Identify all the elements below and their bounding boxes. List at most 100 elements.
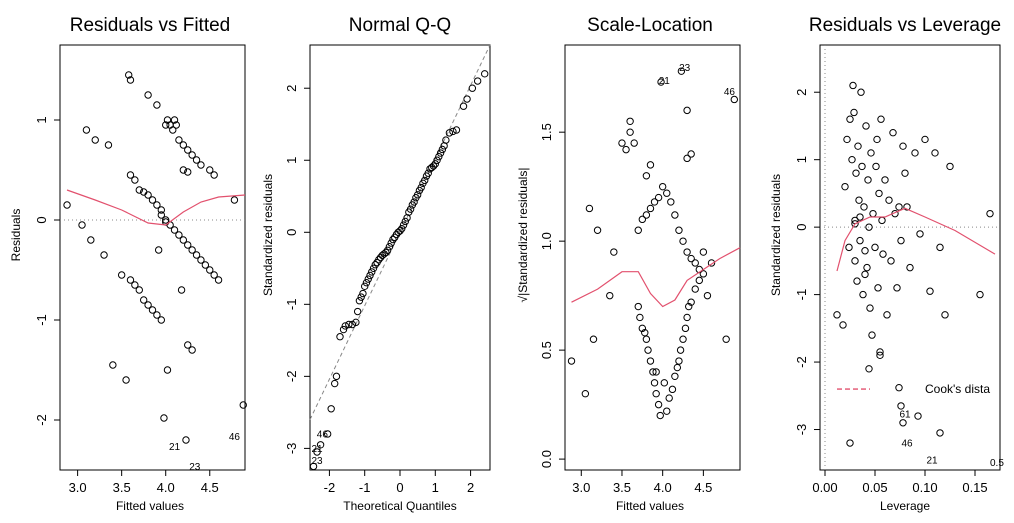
data-point [206, 166, 214, 174]
x-axis-title: Leverage [880, 499, 930, 513]
y-ticks: 0.0 0.5 1.0 1.5 [539, 123, 565, 468]
data-point [355, 297, 364, 305]
data-point [345, 320, 353, 329]
x-tick-label: 0.05 [862, 480, 887, 495]
panel-title: Residuals vs Fitted [70, 15, 231, 36]
data-point [313, 448, 321, 456]
data-point [417, 183, 425, 192]
data-point [895, 203, 903, 211]
data-point [452, 126, 461, 134]
data-point [916, 230, 924, 238]
y-axis-title: Standardized residuals [261, 174, 275, 296]
y-ticks: -3 -2 -1 0 1 2 [284, 85, 310, 454]
data-point [449, 127, 457, 136]
data-point [634, 302, 642, 311]
data-point [858, 162, 866, 171]
data-point [585, 204, 594, 213]
data-point [660, 379, 669, 387]
point-label: 46 [724, 87, 736, 98]
data-point [206, 266, 214, 274]
data-point [179, 166, 188, 174]
x-tick-label: -1 [359, 480, 371, 495]
x-tick-label: 3.0 [572, 480, 590, 495]
point-label: 21 [659, 76, 671, 87]
data-point [126, 76, 135, 84]
data-point [433, 156, 441, 164]
plot-frame [59, 44, 246, 471]
data-point [431, 160, 439, 168]
data-point [192, 156, 201, 164]
point-label: 23 [679, 63, 691, 74]
x-ticks: 3.0 3.5 4.0 4.5 [69, 470, 219, 495]
data-point [366, 271, 374, 280]
data-point [657, 78, 665, 86]
data-point [117, 271, 126, 279]
data-point [401, 217, 409, 226]
data-point [468, 84, 477, 92]
plot-frame [819, 44, 1001, 471]
data-point [626, 128, 634, 136]
point-label: 61 [899, 409, 911, 420]
y-axis-title: Residuals [9, 209, 23, 262]
data-point [676, 346, 685, 354]
data-point [668, 385, 677, 394]
y-tick-label: 2 [794, 89, 809, 96]
data-point [986, 209, 994, 218]
data-point [914, 412, 922, 420]
x-tick-label: 4.5 [201, 480, 219, 495]
data-point [642, 335, 651, 343]
data-point [445, 129, 454, 137]
x-tick-label: 4.0 [157, 480, 175, 495]
data-point [188, 151, 196, 159]
data-point [634, 226, 642, 234]
y-axis-title: √|Standardized residuals| [516, 168, 530, 303]
data-point [421, 176, 429, 185]
data-point [646, 161, 655, 169]
point-label: 23 [189, 462, 201, 473]
data-point [153, 311, 161, 319]
data-point [63, 201, 71, 209]
data-point [410, 198, 418, 206]
data-point [100, 251, 108, 259]
data-point [371, 261, 379, 269]
data-point [382, 248, 390, 257]
data-point [353, 307, 362, 316]
data-point [424, 169, 432, 177]
data-point [691, 259, 699, 267]
data-point [855, 196, 863, 204]
data-point [663, 189, 671, 197]
panel-title: Scale-Location [587, 15, 713, 36]
data-point [383, 246, 392, 254]
plot-area: 61 46 21 Cook's dista 0.5 [819, 44, 1004, 471]
data-point [861, 247, 869, 255]
data-point [663, 407, 671, 415]
data-point [675, 226, 683, 234]
data-point [626, 117, 634, 125]
y-tick-label: -2 [284, 371, 299, 383]
data-point [567, 357, 576, 365]
data-point [872, 162, 880, 171]
x-tick-label: 0.00 [812, 480, 837, 495]
data-point [877, 115, 885, 123]
y-tick-label: -1 [794, 289, 809, 301]
data-point [341, 322, 349, 330]
data-point [144, 191, 152, 199]
data-point [170, 116, 179, 124]
data-point [144, 91, 152, 99]
data-point [126, 171, 135, 179]
data-point [239, 401, 247, 409]
panel-normal-qq: Normal Q-Q Theoretical Quantiles Standar… [261, 15, 491, 513]
data-point [671, 372, 679, 380]
data-point [144, 301, 152, 309]
data-point [679, 335, 687, 343]
legend-label: Cook's dista [925, 382, 990, 396]
data-point [683, 248, 691, 256]
data-point [671, 211, 679, 219]
data-point [878, 216, 886, 225]
plot-area: 21 23 46 [564, 44, 741, 471]
data-point [679, 237, 687, 245]
data-point [646, 204, 655, 213]
plot-area: 21 23 46 [59, 44, 247, 473]
plot-frame [564, 44, 741, 471]
x-ticks: -2 -1 0 1 2 [324, 470, 474, 495]
